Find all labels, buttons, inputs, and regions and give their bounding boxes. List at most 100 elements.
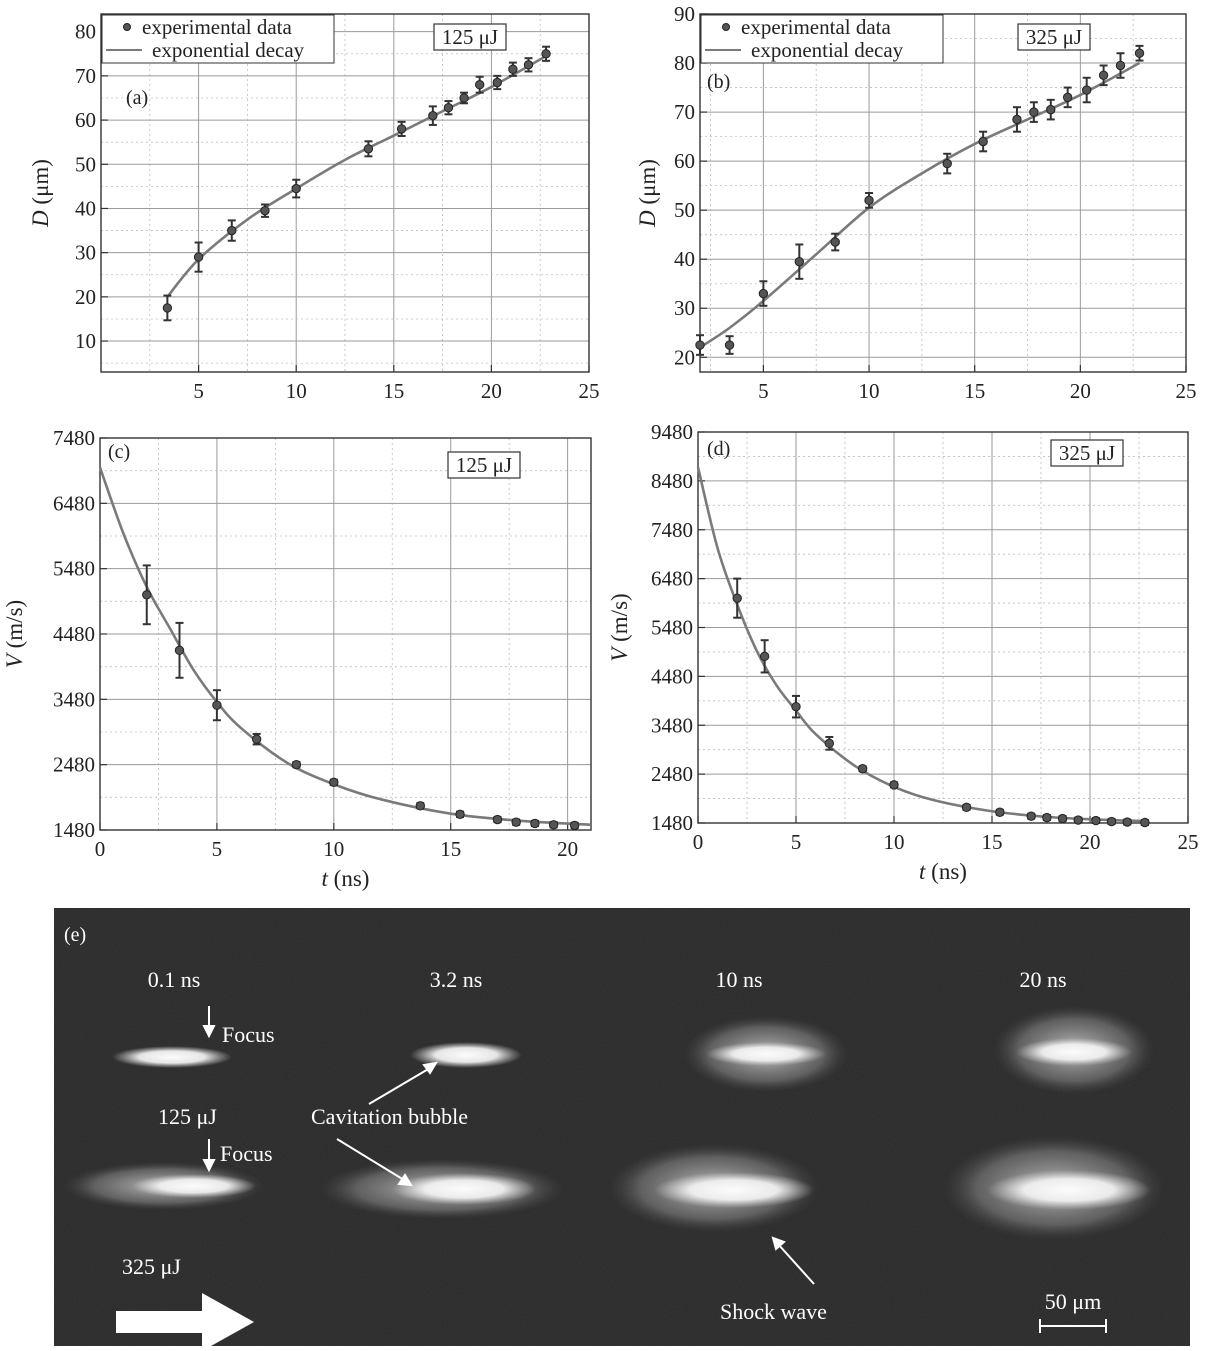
legend-box [101, 14, 335, 64]
data-point [857, 764, 868, 774]
x-tick-label: 20 [1080, 830, 1101, 854]
y-tick-label: 7480 [53, 426, 95, 450]
panel-label: (b) [707, 71, 730, 93]
plot-frame [699, 13, 1187, 373]
x-tick-label: 5 [791, 830, 802, 854]
y-tick-label: 4480 [651, 664, 693, 688]
data-point [1012, 114, 1022, 125]
data-point [942, 158, 952, 169]
x-tick-label: 10 [859, 379, 880, 403]
y-tick-label: 80 [75, 20, 96, 44]
data-point [455, 809, 465, 820]
shock-arrow [771, 1236, 815, 1285]
data-point [995, 807, 1005, 817]
x-tick-label: 20 [481, 379, 502, 403]
data-point [758, 288, 769, 299]
y-tick-label: 3480 [53, 687, 95, 711]
data-point [961, 802, 972, 813]
legend-box [700, 14, 944, 64]
data-point [251, 734, 262, 744]
panel-c-chart: 0 5 10 15 20 1480 2480 3480 4480 5480 6480 7480 V (m… [2, 426, 592, 891]
data-point [227, 225, 237, 236]
data-point [1134, 48, 1145, 58]
data-point [415, 801, 426, 811]
legend-marker-data [722, 23, 730, 31]
data-point [1122, 817, 1132, 827]
data-point [864, 195, 874, 206]
x-tick-label: 15 [383, 379, 404, 403]
data-point [724, 340, 735, 350]
y-tick-label: 2480 [651, 762, 693, 786]
data-point [569, 820, 580, 831]
x-tick-label: 20 [557, 837, 578, 861]
panel-b-chart: 5 10 15 20 25 20 30 40 50 60 70 80 90 D (μm) (b) 325 μJ… [635, 2, 1197, 403]
data-point [260, 205, 270, 216]
data-point [1081, 85, 1092, 95]
data-point [291, 759, 302, 770]
data-point [1046, 104, 1056, 115]
data-point [396, 124, 407, 134]
data-point [541, 49, 551, 59]
y-tick-label: 2480 [53, 753, 95, 777]
data-point [978, 136, 988, 147]
x-tick-label: 0 [95, 837, 106, 861]
time-label-2: 10 ns [715, 967, 762, 992]
panel-label: (a) [126, 87, 148, 109]
panel-label: (d) [707, 438, 730, 460]
y-tick-label: 70 [674, 100, 695, 124]
time-label-0: 0.1 ns [148, 967, 201, 992]
data-point [1026, 811, 1036, 821]
x-tick-label: 15 [964, 379, 985, 403]
data-point [523, 60, 534, 70]
x-tick-label: 0 [693, 830, 704, 854]
x-tick-label: 10 [323, 837, 344, 861]
y-axis-label: V (m/s) [607, 593, 632, 661]
data-point [459, 93, 469, 103]
data-point [162, 303, 173, 313]
energy-box [447, 451, 521, 479]
data-point [212, 700, 222, 710]
energy-box [1050, 439, 1124, 467]
y-axis-label: D (μm) [635, 159, 660, 228]
legend-label-data: experimental data [741, 15, 892, 39]
x-tick-label: 5 [212, 837, 223, 861]
data-point [548, 820, 559, 830]
energy-label: 125 μJ [442, 25, 498, 49]
plot-frame [100, 13, 590, 373]
y-tick-label: 50 [674, 198, 695, 222]
y-tick-label: 40 [674, 247, 695, 271]
data-point [142, 590, 152, 600]
y-tick-label: 20 [674, 345, 695, 369]
y-tick-label: 60 [75, 108, 96, 132]
data-point [174, 645, 185, 656]
y-tick-label: 5480 [651, 616, 693, 640]
data-point [759, 651, 770, 662]
cavitation-label: Cavitation bubble [311, 1104, 468, 1129]
energy-label: 325 μJ [1059, 441, 1115, 465]
y-tick-label: 6480 [53, 491, 95, 515]
x-tick-label: 15 [440, 837, 461, 861]
x-tick-label: 25 [1178, 830, 1199, 854]
x-tick-label: 25 [1176, 379, 1197, 403]
panel-a-chart: 5 10 15 20 25 10 20 30 40 50 60 70 80 D (μm) (a) 125 μJ… [28, 13, 600, 403]
y-tick-label: 20 [75, 285, 96, 309]
panel-e-image: (e) 0.1 ns 3.2 ns 10 ns 20 ns Focus 125 … [54, 908, 1190, 1346]
y-tick-label: 60 [674, 149, 695, 173]
data-point [794, 256, 805, 267]
x-tick-label: 5 [193, 379, 204, 403]
panel-d-chart: 0 5 10 15 20 25 1480 2480 3480 4480 5480 6480 7480 84… [607, 420, 1199, 884]
y-tick-label: 5480 [53, 557, 95, 581]
data-point [428, 110, 438, 121]
energy-label: 325 μJ [1026, 25, 1082, 49]
y-tick-label: 40 [75, 196, 96, 220]
y-tick-label: 90 [674, 2, 695, 26]
legend-label-data: experimental data [142, 15, 293, 39]
panel-label: (c) [108, 441, 130, 463]
data-point [830, 237, 840, 247]
data-point [1140, 817, 1150, 828]
data-point [474, 80, 485, 90]
legend-label-fit: exponential decay [751, 38, 904, 62]
y-tick-label: 4480 [53, 622, 95, 646]
data-point [1091, 815, 1101, 826]
data-point [824, 738, 835, 749]
